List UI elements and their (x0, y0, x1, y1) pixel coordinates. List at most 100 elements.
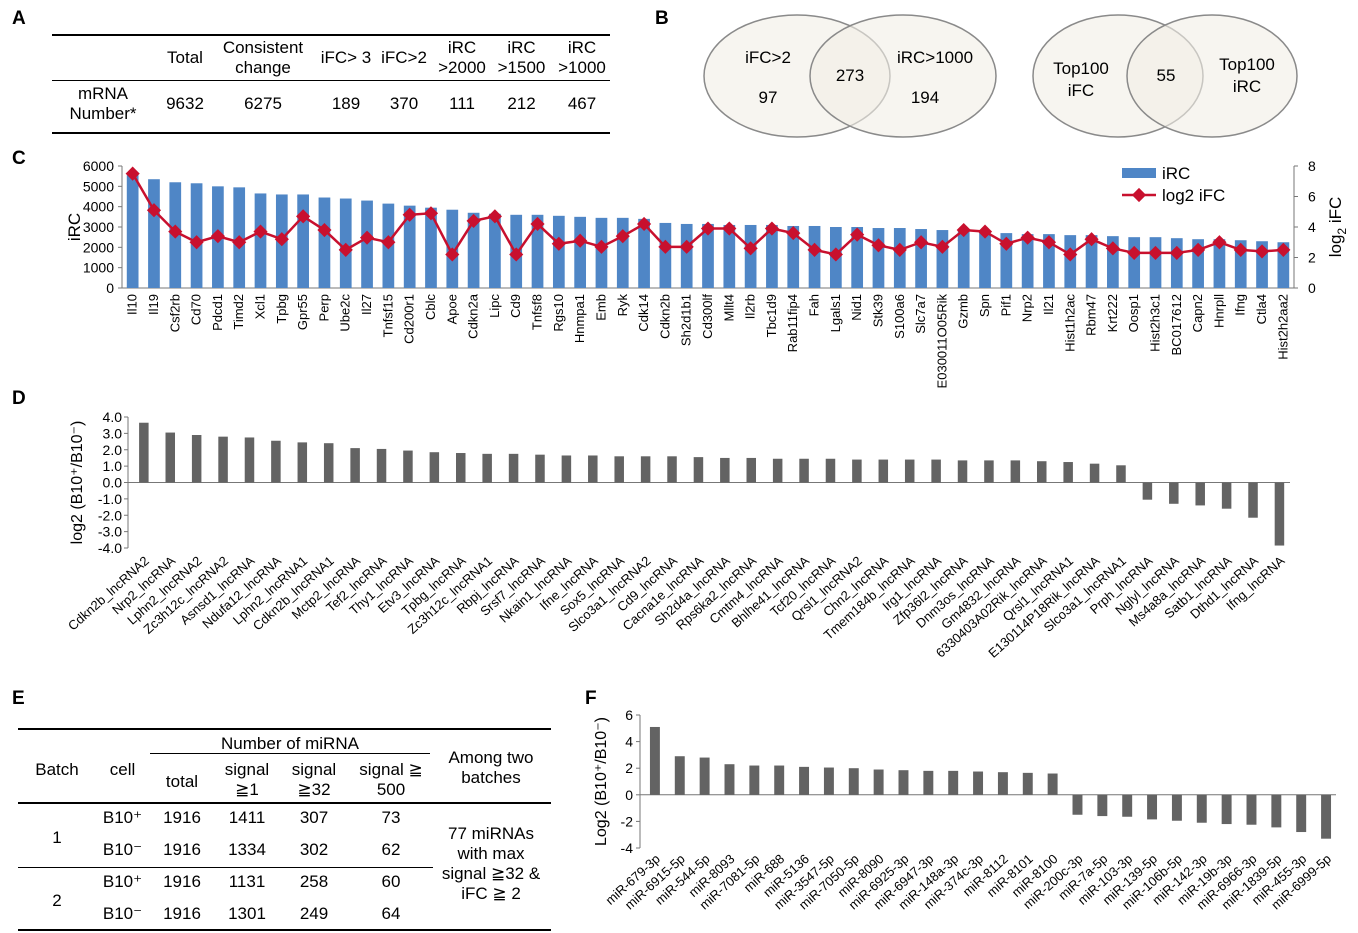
chart-d-bar (297, 442, 308, 483)
chart-c-point (445, 247, 460, 262)
venn1-overlap-count: 273 (836, 66, 864, 85)
venn1-left-count: 97 (759, 88, 778, 107)
chart-c-point (637, 216, 652, 232)
venn1-right-circle (809, 14, 997, 138)
chart-f-ytick-label: 0 (625, 787, 633, 803)
table-e: Batch cell Number of miRNA total signal … (0, 700, 580, 933)
table-e-value: 1301 (228, 904, 266, 923)
table-a-header-ifc3: iFC> 3 (320, 48, 372, 67)
chart-f-bar (799, 766, 810, 795)
chart-f-ytick-label: -4 (621, 840, 634, 856)
table-e-batch-1: 1 (52, 828, 62, 847)
chart-c-ytick-label: 0 (106, 280, 114, 296)
chart-c-category-label: Rab11fip4 (785, 294, 800, 352)
chart-c-category-label: Spn (977, 294, 992, 317)
chart-d-ytick-label: -3.0 (98, 524, 122, 540)
chart-c-bar (1277, 242, 1290, 288)
chart-c-point (956, 222, 971, 238)
chart-f-bar (848, 768, 859, 795)
chart-d-bar (1089, 463, 1100, 483)
chart-c-bar (1170, 238, 1183, 288)
chart-c-category-label: Mllt4 (721, 294, 736, 321)
table-e-batch-2: 2 (52, 891, 62, 910)
table-a: Total Consistent change iFC> 3 iFC>2 iRC… (0, 0, 640, 140)
chart-c-category-label: Il27 (359, 294, 374, 315)
chart-c-point (423, 206, 439, 221)
chart-c-category-label: Tnfsf15 (380, 294, 395, 337)
chart-c-legend-line-marker (1131, 187, 1147, 203)
chart-c-point (1233, 242, 1248, 257)
chart-c-point (402, 207, 417, 222)
table-a-header-consistent: Consistent change (222, 38, 304, 77)
chart-c-category-label: E030011O05Rik (934, 294, 949, 389)
chart-c-category-label: Cd200r1 (402, 294, 417, 344)
table-a-header-irc1500: iRC >1500 (497, 38, 546, 77)
chart-c-legend-bar-label: iRC (1162, 164, 1190, 183)
chart-c-category-label: Hist1h2ac (1062, 294, 1077, 352)
chart-c-bar (723, 224, 736, 288)
chart-d-bar (799, 458, 809, 483)
table-a-header-ifc2: iFC>2 (381, 48, 427, 67)
chart-c-bar (531, 214, 544, 288)
chart-d-bar (429, 452, 440, 483)
chart-c-bar (1234, 240, 1247, 288)
chart-f-bar (873, 769, 884, 795)
chart-c-category-label: Lgals1 (828, 294, 843, 332)
chart-c-point (786, 226, 801, 241)
chart-c-category-label: Pdcd1 (210, 294, 225, 331)
chart-d-ylabel: log2 (B10⁺/B10⁻) (69, 421, 86, 545)
chart-d-bar (508, 453, 519, 483)
chart-c-point (1276, 242, 1291, 257)
chart-d-ytick-label: 1.0 (103, 458, 123, 474)
chart-d-bar (403, 450, 413, 483)
chart-f-bar (1147, 794, 1158, 820)
chart-c-point (679, 239, 694, 254)
table-e-value: 249 (299, 904, 329, 923)
chart-c-category-label: Ifng (1233, 294, 1248, 316)
chart-c-category-label: S100a6 (892, 294, 907, 339)
table-a-row-label: mRNA Number* (69, 84, 137, 123)
chart-c-point (658, 239, 673, 254)
chart-c-category-label: Cdk14 (636, 294, 651, 332)
table-a-header-total: Total (167, 48, 203, 67)
chart-c-bar (148, 179, 160, 288)
chart-c-point (722, 221, 737, 236)
chart-f-bar (923, 770, 934, 795)
chart-c: 0 1000 2000 3000 4000 5000 6000 0 2 4 6 8 iRC log2 iF… (65, 158, 1349, 389)
panel-label-c: C (12, 148, 26, 169)
chart-c-bar (467, 212, 480, 288)
chart-c-y2tick-label: 4 (1308, 219, 1316, 235)
chart-f-bar (997, 772, 1008, 795)
chart-d-bar (1248, 482, 1258, 518)
chart-c-point (700, 221, 716, 236)
chart-c-point (1041, 235, 1057, 250)
chart-d-bar (1010, 460, 1021, 483)
chart-c-point (296, 209, 311, 224)
venn2-overlap-count: 55 (1157, 66, 1176, 85)
chart-c-category-label: Timd2 (231, 294, 246, 330)
table-e-header-rule (18, 802, 551, 804)
chart-d-bar (772, 458, 783, 483)
panel-label-e: E (12, 688, 25, 709)
chart-d-bar (323, 443, 334, 483)
table-e-value: 258 (299, 872, 329, 891)
chart-c-bar (574, 216, 587, 288)
chart-c-legend-bar-swatch (1122, 168, 1156, 178)
chart-d-bar (376, 448, 387, 483)
chart-d-bar (1195, 482, 1205, 506)
panel-label-a: A (12, 8, 26, 29)
chart-c-point (807, 242, 822, 257)
table-a-value-irc1500: 212 (507, 94, 536, 113)
table-a-header-irc1000: iRC >1000 (558, 38, 606, 77)
chart-c-category-label: Oosp1 (1126, 294, 1141, 332)
chart-c-ytick-label: 2000 (83, 239, 114, 255)
chart-c-bar (893, 228, 906, 288)
chart-c-bar (979, 231, 991, 288)
chart-d-bar (984, 460, 994, 483)
chart-d-bar (1169, 482, 1179, 504)
chart-c-point (551, 236, 566, 251)
chart-c-category-label: Lipc (487, 294, 502, 318)
chart-c-point (573, 233, 588, 248)
table-e-value: 1334 (228, 840, 266, 859)
chart-f-bar (649, 726, 660, 795)
